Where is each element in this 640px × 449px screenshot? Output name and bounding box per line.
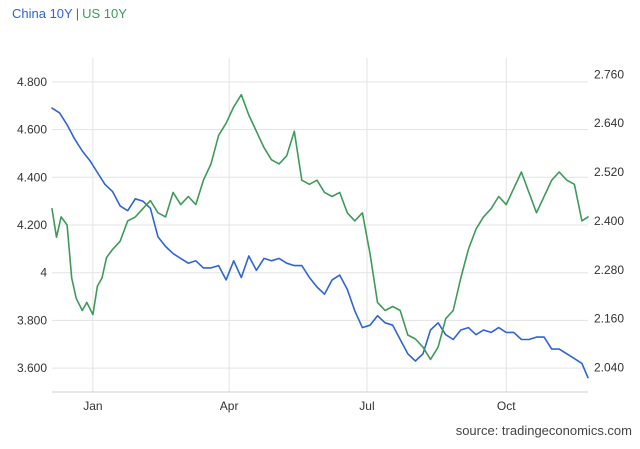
legend-separator: |: [75, 6, 80, 21]
y-left-tick-label: 3.600: [17, 361, 47, 375]
y-left-tick-label: 3.800: [17, 313, 47, 327]
series-line-us-10y: [51, 93, 589, 361]
source-credit: source: tradingeconomics.com: [455, 423, 632, 438]
x-tick-label: Oct: [497, 399, 516, 413]
y-right-tick-label: 2.760: [594, 67, 624, 81]
y-left-tick-label: 4.800: [17, 75, 47, 89]
x-tick-label: Jan: [83, 399, 102, 413]
y-right-tick-label: 2.640: [594, 116, 624, 130]
legend-us-10y[interactable]: US 10Y: [82, 6, 127, 21]
legend-china-10y[interactable]: China 10Y: [12, 6, 73, 21]
y-right-tick-label: 2.160: [594, 312, 624, 326]
legend: China 10Y | US 10Y: [12, 6, 127, 21]
x-tick-label: Jul: [359, 399, 374, 413]
series-line-china-10y: [51, 107, 589, 379]
y-left-tick-label: 4.200: [17, 218, 47, 232]
y-right-tick-label: 2.400: [594, 214, 624, 228]
y-left-tick-label: 4.600: [17, 123, 47, 137]
x-tick-label: Apr: [220, 399, 239, 413]
y-right-tick-label: 2.520: [594, 165, 624, 179]
y-left-tick-label: 4: [40, 266, 47, 280]
y-right-tick-label: 2.280: [594, 263, 624, 277]
y-left-tick-label: 4.400: [17, 170, 47, 184]
y-right-tick-label: 2.040: [594, 361, 624, 375]
